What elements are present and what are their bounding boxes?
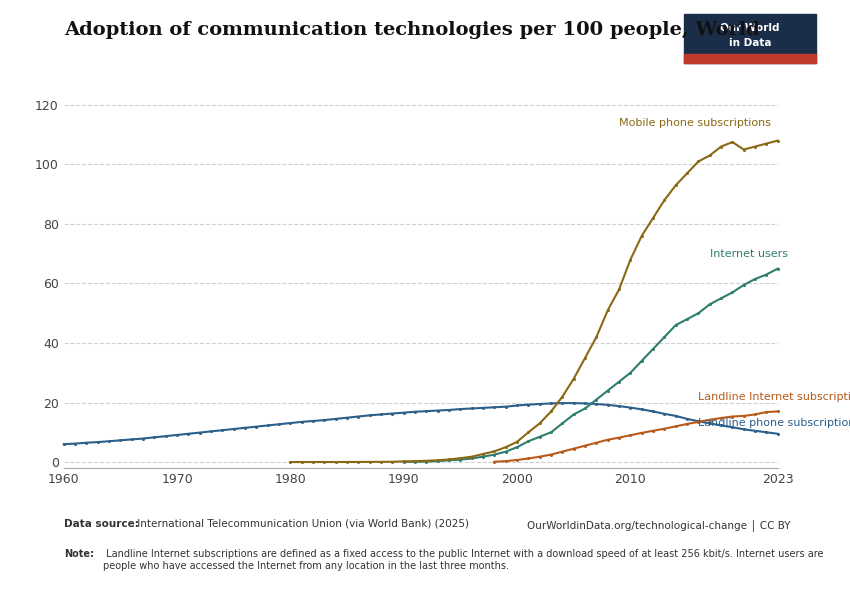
- Text: Internet users: Internet users: [710, 249, 788, 259]
- Text: Landline Internet subscriptions are defined as a fixed access to the public Inte: Landline Internet subscriptions are defi…: [103, 549, 824, 571]
- Text: International Telecommunication Union (via World Bank) (2025): International Telecommunication Union (v…: [134, 519, 469, 529]
- Bar: [684, 54, 816, 63]
- Text: Landline phone subscriptions: Landline phone subscriptions: [699, 418, 850, 428]
- Text: Note:: Note:: [64, 549, 94, 559]
- Text: Landline Internet subscriptions: Landline Internet subscriptions: [699, 392, 850, 401]
- Text: Data source:: Data source:: [64, 519, 139, 529]
- Text: Mobile phone subscriptions: Mobile phone subscriptions: [619, 118, 771, 128]
- Text: OurWorldinData.org/technological-change │ CC BY: OurWorldinData.org/technological-change …: [527, 519, 790, 531]
- Text: in Data: in Data: [728, 38, 772, 49]
- Text: Adoption of communication technologies per 100 people, World: Adoption of communication technologies p…: [64, 21, 760, 39]
- Text: Our World: Our World: [720, 23, 779, 32]
